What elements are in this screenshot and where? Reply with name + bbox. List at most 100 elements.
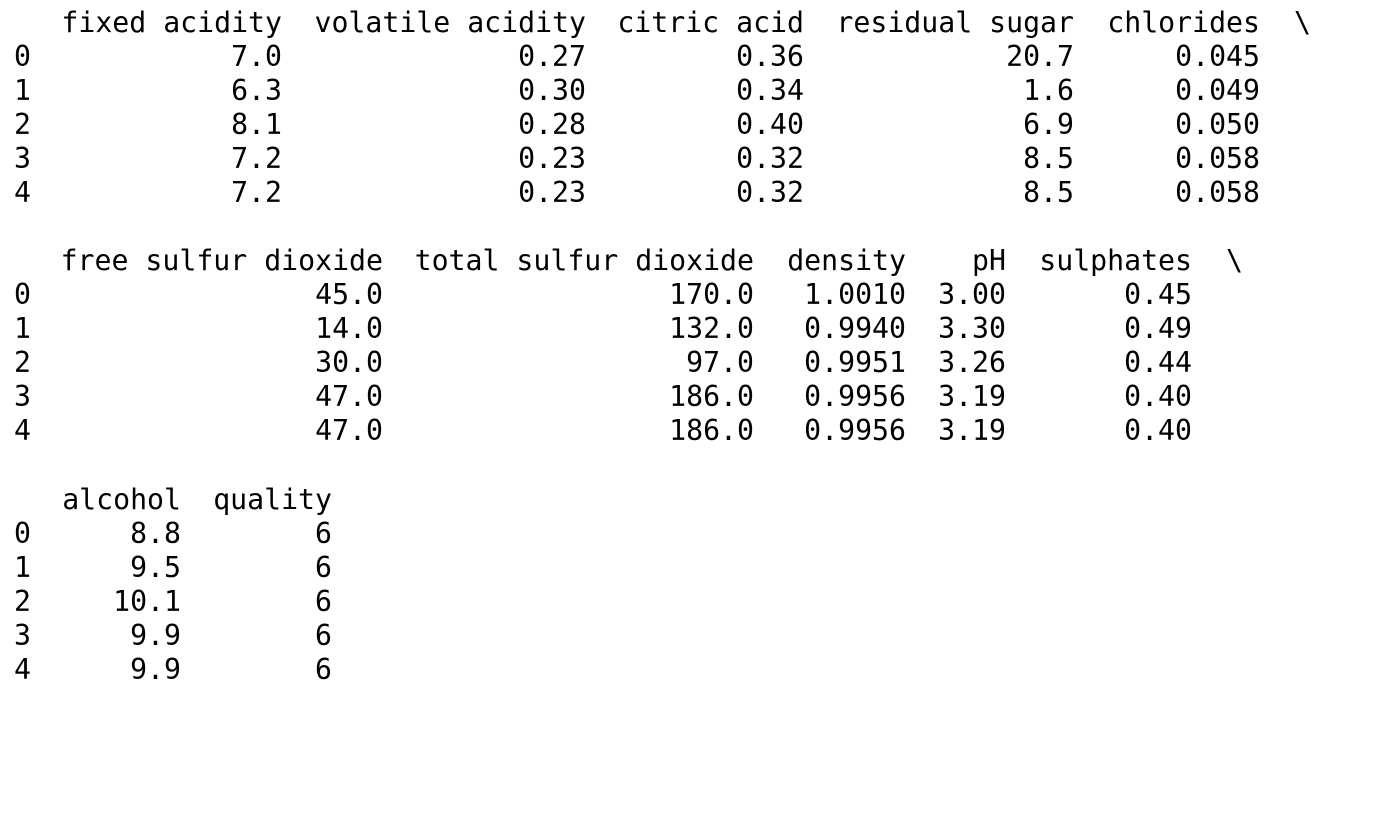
table-cell: 6 [315, 551, 332, 584]
row-index: 4 [14, 414, 31, 447]
table-cell: 0.27 [518, 40, 586, 73]
table-cell: 0.32 [736, 142, 804, 175]
table-row: 3 9.9 6 [14, 619, 332, 653]
table-cell: 0.058 [1175, 142, 1260, 175]
table-block-1: fixed acidity volatile acidity citric ac… [14, 6, 1311, 210]
table-row: 3 7.2 0.23 0.32 8.5 0.058 [14, 142, 1260, 176]
row-index: 3 [14, 142, 31, 175]
column-header: sulphates [1039, 244, 1192, 277]
table-cell: 0.9940 [804, 312, 906, 345]
column-header: density [787, 244, 906, 277]
row-index: 0 [14, 278, 31, 311]
table-cell: 170.0 [669, 278, 754, 311]
dataframe-output: fixed acidity volatile acidity citric ac… [14, 6, 1311, 687]
table-cell: 6 [315, 653, 332, 686]
table-row: 0 7.0 0.27 0.36 20.7 0.045 [14, 40, 1260, 74]
row-index: 2 [14, 585, 31, 618]
row-index: 1 [14, 312, 31, 345]
table-cell: 7.2 [231, 176, 282, 209]
table-cell: 6 [315, 517, 332, 550]
row-index: 0 [14, 517, 31, 550]
table-cell: 9.9 [130, 653, 181, 686]
table-cell: 0.44 [1124, 346, 1192, 379]
column-header: free sulfur dioxide [60, 244, 383, 277]
table-cell: 14.0 [315, 312, 383, 345]
table-row: 3 47.0 186.0 0.9956 3.19 0.40 [14, 380, 1192, 414]
table-cell: 0.9956 [804, 380, 906, 413]
row-index: 1 [14, 551, 31, 584]
table-cell: 0.49 [1124, 312, 1192, 345]
table-cell: 0.40 [1124, 414, 1192, 447]
column-header: quality [213, 483, 332, 516]
table-row: 2 10.1 6 [14, 585, 332, 619]
row-index: 3 [14, 619, 31, 652]
table-cell: 0.23 [518, 142, 586, 175]
table-cell: 3.19 [938, 414, 1006, 447]
table-row: 1 6.3 0.30 0.34 1.6 0.049 [14, 74, 1260, 108]
table-cell: 7.0 [231, 40, 282, 73]
column-header: volatile acidity [314, 6, 586, 39]
table-block-3: alcohol quality 0 8.8 6 1 9.5 6 2 10.1 6… [14, 483, 332, 687]
table-row: 4 7.2 0.23 0.32 8.5 0.058 [14, 176, 1260, 210]
table-cell: 0.32 [736, 176, 804, 209]
column-header: residual sugar [836, 6, 1074, 39]
table-cell: 0.9956 [804, 414, 906, 447]
table-cell: 0.36 [736, 40, 804, 73]
table-cell: 186.0 [669, 414, 754, 447]
table-row: 1 9.5 6 [14, 551, 332, 585]
table-cell: 20.7 [1006, 40, 1074, 73]
table-cell: 9.5 [130, 551, 181, 584]
table-cell: 1.0010 [804, 278, 906, 311]
column-header: pH [972, 244, 1006, 277]
table-cell: 8.5 [1023, 176, 1074, 209]
table-cell: 6 [315, 585, 332, 618]
continuation-marker: \ [1294, 6, 1311, 39]
table-row: 0 8.8 6 [14, 517, 332, 551]
table-cell: 10.1 [113, 585, 181, 618]
table-cell: 0.058 [1175, 176, 1260, 209]
table-cell: 97.0 [686, 346, 754, 379]
row-index: 1 [14, 74, 31, 107]
row-index: 2 [14, 108, 31, 141]
table-cell: 30.0 [315, 346, 383, 379]
header-row: alcohol quality [14, 483, 332, 517]
table-cell: 0.9951 [804, 346, 906, 379]
table-cell: 0.23 [518, 176, 586, 209]
table-row: 4 9.9 6 [14, 653, 332, 687]
table-cell: 0.45 [1124, 278, 1192, 311]
table-cell: 6 [315, 619, 332, 652]
header-row: fixed acidity volatile acidity citric ac… [14, 6, 1311, 40]
table-row: 1 14.0 132.0 0.9940 3.30 0.49 [14, 312, 1192, 346]
table-cell: 0.34 [736, 74, 804, 107]
table-cell: 6.3 [231, 74, 282, 107]
row-index: 3 [14, 380, 31, 413]
table-cell: 47.0 [315, 414, 383, 447]
table-row: 2 30.0 97.0 0.9951 3.26 0.44 [14, 346, 1192, 380]
table-cell: 3.19 [938, 380, 1006, 413]
table-cell: 3.00 [938, 278, 1006, 311]
row-index: 4 [14, 176, 31, 209]
column-header: alcohol [62, 483, 181, 516]
table-cell: 7.2 [231, 142, 282, 175]
table-row: 2 8.1 0.28 0.40 6.9 0.050 [14, 108, 1260, 142]
table-cell: 186.0 [669, 380, 754, 413]
table-cell: 1.6 [1023, 74, 1074, 107]
table-row: 4 47.0 186.0 0.9956 3.19 0.40 [14, 414, 1192, 448]
column-header: total sulfur dioxide [414, 244, 754, 277]
table-cell: 6.9 [1023, 108, 1074, 141]
table-row: 0 45.0 170.0 1.0010 3.00 0.45 [14, 278, 1192, 312]
column-header: chlorides [1107, 6, 1260, 39]
row-index: 2 [14, 346, 31, 379]
table-cell: 47.0 [315, 380, 383, 413]
table-cell: 0.40 [1124, 380, 1192, 413]
table-cell: 0.28 [518, 108, 586, 141]
table-cell: 0.30 [518, 74, 586, 107]
table-cell: 0.050 [1175, 108, 1260, 141]
table-block-2: free sulfur dioxide total sulfur dioxide… [14, 244, 1243, 448]
table-cell: 0.045 [1175, 40, 1260, 73]
table-cell: 132.0 [669, 312, 754, 345]
column-header: fixed acidity [61, 6, 282, 39]
table-cell: 0.40 [736, 108, 804, 141]
table-cell: 0.049 [1175, 74, 1260, 107]
header-row: free sulfur dioxide total sulfur dioxide… [14, 244, 1243, 278]
